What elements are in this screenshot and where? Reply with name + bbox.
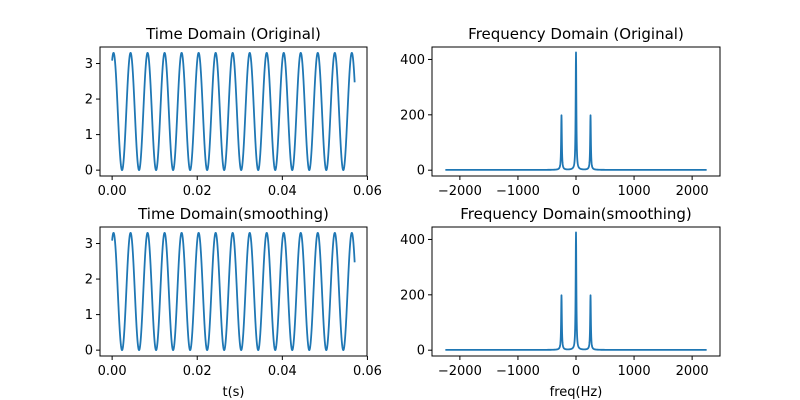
- series-line-td-smooth: [111, 231, 356, 352]
- y-tick-label: 400: [400, 53, 425, 68]
- subplot-fd-smooth: −2000 −1000 0 1000 2000 0 200 400 Frequency Doma…: [400, 205, 721, 400]
- x-tick-label: 1000: [618, 184, 651, 199]
- y-tick-label: 3: [85, 237, 93, 252]
- subplot-td-smooth: 0.00 0.02 0.04 0.06 0 1 2 3 Time Domain(smoothin…: [85, 205, 382, 400]
- y-tick-label: 2: [85, 273, 93, 288]
- series-line-fd-orig: [444, 51, 708, 171]
- x-tick-label: −1000: [496, 364, 540, 379]
- x-tick-label: −1000: [496, 184, 540, 199]
- subplot-title: Time Domain(smoothing): [137, 205, 329, 223]
- x-tick-label: 0.00: [98, 364, 127, 379]
- y-tick-label: 0: [417, 164, 425, 179]
- subplot-td-orig: 0.00 0.02 0.04 0.06 0 1 2 3 Time Domain (Origina…: [85, 25, 382, 199]
- x-tick-label: 1000: [618, 364, 651, 379]
- x-tick-label: 0: [572, 184, 580, 199]
- series-line-td-orig: [111, 51, 356, 172]
- x-tick-label: 0.06: [353, 364, 382, 379]
- x-tick-label: 0.04: [268, 364, 297, 379]
- y-tick-label: 0: [417, 344, 425, 359]
- y-tick-label: 200: [400, 288, 425, 303]
- x-tick-label: 2000: [676, 184, 709, 199]
- series-line-fd-smooth: [444, 231, 708, 351]
- y-tick-label: 1: [85, 308, 93, 323]
- y-tick-label: 3: [85, 57, 93, 72]
- y-tick-label: 200: [400, 108, 425, 123]
- subplot-title: Time Domain (Original): [145, 25, 321, 43]
- x-tick-label: 0.02: [183, 184, 212, 199]
- x-axis-label: freq(Hz): [550, 385, 603, 400]
- y-tick-label: 0: [85, 344, 93, 359]
- y-tick-label: 2: [85, 93, 93, 108]
- x-tick-label: 0.02: [183, 364, 212, 379]
- subplot-fd-orig: −2000 −1000 0 1000 2000 0 200 400 Frequency Doma…: [400, 25, 721, 199]
- x-tick-label: 0.06: [353, 184, 382, 199]
- y-tick-label: 400: [400, 233, 425, 248]
- subplot-title: Frequency Domain (Original): [468, 25, 684, 43]
- x-tick-label: 0: [572, 364, 580, 379]
- subplots-container: 0.00 0.02 0.04 0.06 0 1 2 3 Time Domain (Origina…: [85, 25, 721, 400]
- axes-frame-td-orig: [99, 46, 368, 177]
- y-tick-label: 1: [85, 128, 93, 143]
- subplot-title: Frequency Domain(smoothing): [460, 205, 692, 223]
- x-tick-label: 2000: [676, 364, 709, 379]
- x-axis-label: t(s): [222, 385, 244, 400]
- y-tick-label: 0: [85, 164, 93, 179]
- x-tick-label: −2000: [438, 184, 482, 199]
- x-tick-label: −2000: [438, 364, 482, 379]
- x-tick-label: 0.04: [268, 184, 297, 199]
- x-tick-label: 0.00: [98, 184, 127, 199]
- axes-frame-td-smooth: [99, 226, 368, 357]
